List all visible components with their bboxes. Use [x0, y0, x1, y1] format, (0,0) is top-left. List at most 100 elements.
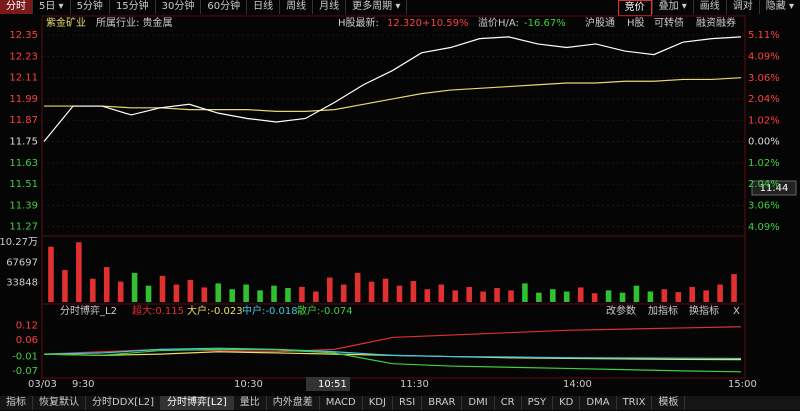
indicator-tab[interactable]: KD [553, 396, 581, 410]
time-highlight [306, 377, 350, 391]
indicator-tab[interactable]: DMA [580, 396, 617, 410]
y-tick-label: 11.75 [9, 137, 38, 148]
volume-bar [703, 290, 709, 302]
cursor-label: 11.44 [760, 183, 789, 194]
period-tab[interactable]: 更多周期 ▾ [346, 0, 408, 14]
period-tab[interactable]: 月线 [313, 0, 347, 14]
h-change: +10.59% [422, 18, 469, 29]
tool-tab[interactable]: 隐藏 ▾ [758, 0, 800, 14]
volume-bar [271, 285, 277, 302]
volume-bar [299, 286, 305, 302]
volume-bar [647, 291, 654, 302]
period-tab[interactable]: 日线 [247, 0, 281, 14]
y-tick-label: 11.39 [9, 200, 38, 211]
legend-entry: 散户:-0.074 [297, 304, 353, 317]
time-label: 11:30 [400, 379, 429, 390]
y-tick-label: 0.12 [16, 321, 38, 332]
tag: 融资融券 [696, 16, 736, 29]
indicator-tab[interactable]: DMI [462, 396, 495, 410]
indicator-tab[interactable]: 模板 [652, 396, 686, 410]
indicator-tab[interactable]: 量比 [234, 396, 267, 410]
indicator-tab[interactable]: 指标 [0, 396, 33, 410]
volume-bar [731, 274, 737, 302]
time-label: 9:30 [72, 379, 94, 390]
pct-tick-label: 4.09% [748, 222, 780, 233]
volume-bar [633, 285, 640, 302]
indicator-button[interactable]: 加指标 [648, 304, 678, 317]
premium-label: 溢价H/A: [478, 16, 519, 29]
y-tick-label: 10.27万 [0, 237, 38, 248]
y-tick-label: 11.63 [9, 158, 38, 169]
pct-tick-label: 0.00% [748, 137, 780, 148]
y-tick-label: 33848 [6, 277, 38, 288]
indicator-tab[interactable]: KDJ [363, 396, 393, 410]
volume-bar [480, 291, 486, 302]
volume-bar [145, 285, 152, 302]
legend-entry: 大户:-0.023 [187, 304, 243, 317]
volume-bar [326, 277, 333, 302]
indicator-tab[interactable]: 分时博弈[L2] [161, 396, 234, 410]
volume-bar [619, 292, 626, 302]
indicator-tab[interactable]: MACD [320, 396, 363, 410]
volume-bar [243, 284, 249, 302]
volume-bar [103, 267, 110, 302]
indicator-tab[interactable]: BRAR [422, 396, 463, 410]
period-tab[interactable]: 15分钟 [110, 0, 156, 14]
pct-tick-label: 5.11% [748, 30, 780, 41]
indicator-tab[interactable]: PSY [522, 396, 554, 410]
volume-bar [90, 278, 96, 302]
chart-area: 紫金矿业 所属行业: 贵金属 H股最新: 12.320 +10.59% 溢价H/… [0, 15, 797, 391]
indicator-tab[interactable]: RSI [393, 396, 423, 410]
tool-tab[interactable]: 画线 [692, 0, 726, 14]
volume-bar [452, 290, 459, 302]
volume-bar [354, 272, 361, 302]
indicator-tab[interactable]: 分时DDX[L2] [86, 396, 161, 410]
volume-bar [424, 289, 431, 302]
volume-bar [675, 292, 682, 302]
h-label: H股最新: [338, 16, 379, 29]
y-tick-label: -0.01 [12, 352, 38, 363]
volume-bar [717, 284, 723, 302]
cursor-box [751, 180, 797, 196]
period-tab[interactable]: 5分钟 [71, 0, 110, 14]
indicator-button[interactable]: 改参数 [606, 304, 636, 317]
volume-bar [229, 289, 235, 302]
indicator-tab[interactable]: 恢复默认 [33, 396, 86, 410]
time-label: 15:00 [728, 379, 757, 390]
volume-bar [368, 281, 375, 302]
volume-bar [313, 291, 319, 302]
volume-bar [438, 284, 445, 302]
pct-tick-label: 3.06% [748, 200, 780, 211]
indicator-tab[interactable]: TRIX [617, 396, 653, 410]
price-line [43, 36, 742, 142]
legend-entry: 中户:-0.018 [242, 304, 298, 317]
volume-bar [522, 283, 528, 302]
volume-bar [466, 286, 472, 302]
tool-tab[interactable]: 调对 [725, 0, 759, 14]
volume-bar [508, 290, 514, 302]
volume-bar [285, 288, 291, 302]
indicator-button[interactable]: X [733, 306, 740, 317]
h-price: 12.320 [387, 18, 422, 29]
volume-bar [577, 287, 584, 302]
indicator-tab[interactable]: CR [495, 396, 522, 410]
pct-tick-label: 2.04% [748, 94, 780, 105]
y-tick-label: 11.87 [9, 115, 38, 126]
volume-bar [159, 275, 166, 302]
period-tab[interactable]: 周线 [280, 0, 314, 14]
indicator-tab[interactable]: 内外盘差 [267, 396, 320, 410]
volume-bar [131, 272, 138, 302]
y-tick-label: 0.06 [16, 335, 38, 346]
pct-tick-label: 4.09% [748, 51, 780, 62]
period-tab[interactable]: 分时 [0, 0, 33, 14]
volume-bar [62, 270, 68, 302]
stock-name: 紫金矿业 [46, 16, 86, 29]
period-tab[interactable]: 60分钟 [201, 0, 248, 14]
period-tab[interactable]: 5日 ▾ [33, 0, 71, 14]
period-tab[interactable]: 30分钟 [156, 0, 202, 14]
volume-bar [689, 286, 695, 302]
volume-bar [117, 281, 124, 302]
indicator-button[interactable]: 换指标 [689, 304, 719, 317]
tool-tab[interactable]: 叠加 ▾ [651, 0, 693, 14]
